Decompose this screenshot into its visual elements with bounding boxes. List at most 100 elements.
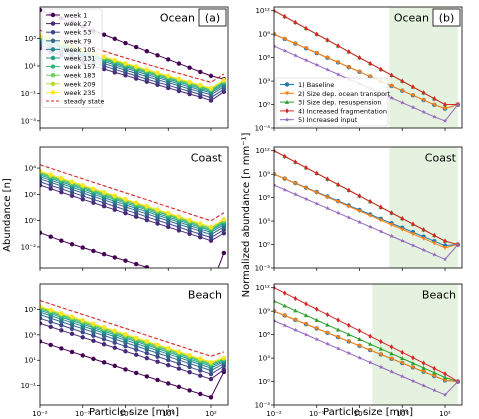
data-point-week-1 — [133, 44, 139, 50]
shaded-size-region — [372, 284, 458, 405]
data-point-week-27 — [133, 214, 139, 219]
data-point-4-increased-fragmentation — [293, 159, 298, 165]
data-point-week-53 — [91, 333, 96, 338]
data-point-week-1 — [101, 360, 107, 365]
data-point-2-size-dep-ocean-transport — [293, 181, 298, 186]
data-point-week-1 — [91, 356, 96, 362]
x-tick-label: 10¹ — [396, 410, 408, 418]
data-point-3-size-dep-resuspension — [282, 303, 287, 308]
data-point-4-increased-fragmentation — [368, 333, 372, 339]
data-point-week-27 — [155, 359, 160, 364]
series-line-2-size-dep-ocean-transport — [274, 33, 459, 110]
data-point-5-increased-input — [325, 205, 330, 211]
data-point-4-increased-fragmentation — [347, 322, 351, 329]
data-point-week-1 — [91, 248, 96, 254]
data-point-week-235 — [166, 73, 171, 79]
data-point-week-1 — [144, 48, 150, 54]
data-point-week-235 — [112, 328, 117, 333]
data-point-week-235 — [133, 335, 139, 340]
data-point-week-1 — [69, 242, 75, 247]
y-tick-label: 10⁰ — [24, 217, 36, 225]
data-point-5-increased-input — [357, 355, 362, 360]
data-point-week-27 — [144, 217, 150, 223]
data-point-week-1 — [40, 230, 43, 235]
data-point-3-size-dep-resuspension — [378, 346, 384, 351]
data-point-week-235 — [123, 331, 128, 337]
data-point-5-increased-input — [421, 383, 426, 388]
data-point-5-increased-input — [455, 102, 461, 107]
y-tick-label: 10⁹ — [258, 171, 270, 179]
y-tick-label: 10⁵ — [24, 306, 36, 314]
legend-entry: week 1 — [64, 12, 87, 20]
data-point-5-increased-input — [293, 191, 298, 197]
data-point-3-size-dep-resuspension — [432, 370, 437, 375]
data-point-2-size-dep-ocean-transport — [293, 318, 298, 323]
data-point-week-235 — [69, 179, 75, 184]
legend-swatch-marker — [284, 82, 290, 87]
data-point-week-27 — [176, 228, 182, 233]
data-point-week-1 — [123, 40, 128, 46]
data-point-5-increased-input — [367, 224, 373, 229]
y-tick-label: 10¹ — [24, 357, 36, 365]
data-point-2-size-dep-ocean-transport — [442, 106, 448, 111]
x-tick-label: 10⁻² — [266, 410, 282, 418]
data-point-5-increased-input — [442, 392, 448, 397]
data-point-week-53 — [166, 357, 171, 363]
data-point-3-size-dep-resuspension — [274, 298, 277, 303]
y-tick-label: 10¹² — [255, 284, 270, 292]
legend-swatch-marker — [50, 90, 56, 95]
data-point-3-size-dep-resuspension — [346, 332, 351, 337]
data-point-3-size-dep-resuspension — [314, 317, 319, 322]
data-point-week-235 — [221, 77, 227, 83]
panel-right-beach: 10⁻³ 10⁰ 10³ 10⁶ 10⁹ 10¹² 10⁻² 10⁻¹ 10⁰ 10¹ 10² Bea… — [255, 283, 463, 418]
data-point-week-1 — [187, 278, 191, 282]
data-point-week-53 — [123, 343, 128, 349]
data-point-week-235 — [40, 168, 43, 174]
data-point-4-increased-fragmentation — [368, 198, 372, 205]
panel-title: Beach — [188, 289, 222, 302]
data-point-week-235 — [221, 355, 227, 360]
data-point-week-235 — [40, 33, 43, 38]
plot-series-group — [274, 148, 461, 262]
data-point-week-235 — [221, 217, 227, 222]
right-y-axis-label: Normalized abundance [n mm⁻¹] — [241, 133, 252, 298]
legend-box — [41, 8, 103, 108]
data-point-week-1 — [80, 353, 85, 358]
plot-frame — [39, 146, 229, 269]
data-point-week-235 — [101, 325, 107, 330]
data-point-week-27 — [80, 335, 85, 340]
x-tick-label: 10⁰ — [354, 410, 366, 418]
y-tick-label: 10³ — [24, 331, 36, 339]
data-point-4-increased-fragmentation — [379, 204, 383, 210]
y-tick-label: 10⁻² — [21, 243, 37, 251]
legend-entry: week 53 — [64, 29, 91, 37]
data-point-2-size-dep-ocean-transport — [357, 70, 362, 75]
data-point-4-increased-fragmentation — [336, 43, 340, 49]
data-point-week-235 — [166, 345, 171, 351]
data-point-week-235 — [112, 193, 117, 198]
legend-swatch-marker — [50, 38, 56, 43]
data-point-week-53 — [48, 319, 53, 324]
data-point-week-1 — [112, 363, 117, 369]
data-point-4-increased-fragmentation — [421, 227, 426, 233]
panel-right-ocean: 10⁻³ 10⁰ 10³ 10⁶ 10⁹ 10¹² (b) Ocean 1) Baseline2… — [255, 6, 463, 133]
data-point-3-size-dep-resuspension — [303, 313, 309, 318]
data-point-week-235 — [155, 70, 160, 75]
data-point-4-increased-fragmentation — [389, 344, 394, 350]
legend-swatch-marker — [284, 117, 290, 122]
data-point-week-1 — [133, 370, 139, 376]
data-point-4-increased-fragmentation — [336, 181, 340, 188]
plot-series-group — [274, 8, 461, 123]
data-point-5-increased-input — [389, 233, 394, 239]
data-point-week-235 — [187, 79, 192, 85]
y-tick-label: 10³ — [258, 355, 270, 363]
data-point-5-increased-input — [410, 104, 416, 110]
data-point-2-size-dep-ocean-transport — [303, 46, 309, 51]
data-point-4-increased-fragmentation — [443, 371, 447, 377]
data-point-week-1 — [208, 395, 214, 400]
data-point-week-27 — [101, 342, 107, 347]
data-point-2-size-dep-ocean-transport — [442, 378, 448, 383]
data-point-week-1 — [144, 374, 150, 379]
left-x-axis-label: Particle size [mm] — [89, 407, 179, 418]
y-tick-label: 10⁰ — [258, 101, 270, 109]
